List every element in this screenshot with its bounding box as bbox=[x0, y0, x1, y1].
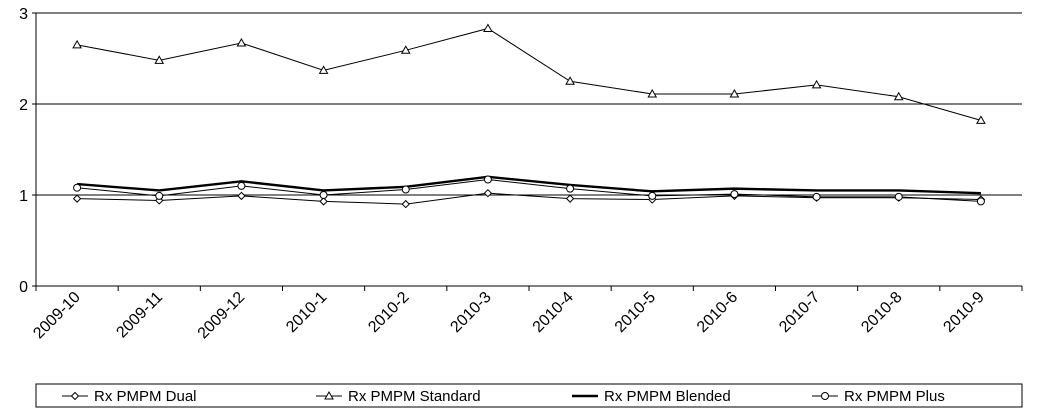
legend-label: Rx PMPM Plus bbox=[844, 388, 945, 405]
circle-marker bbox=[566, 184, 575, 193]
circle-marker bbox=[894, 192, 903, 201]
diamond-marker bbox=[565, 194, 575, 203]
x-tick-label: 2010-3 bbox=[447, 289, 494, 336]
x-tick-label: 2010-9 bbox=[940, 289, 987, 336]
triangle-marker bbox=[400, 45, 411, 54]
series-rx-pmpm-standard bbox=[72, 23, 986, 124]
circle-marker bbox=[401, 185, 410, 194]
circle-marker bbox=[976, 197, 985, 206]
diamond-marker bbox=[483, 188, 493, 198]
triangle-marker bbox=[154, 55, 165, 64]
legend-entry: Rx PMPM Standard bbox=[316, 388, 481, 405]
x-tick-label: 2010-4 bbox=[530, 289, 577, 336]
series-rx-pmpm-plus bbox=[73, 175, 985, 206]
y-tick-label: 0 bbox=[19, 279, 28, 296]
triangle-marker bbox=[72, 39, 82, 49]
series-line bbox=[76, 175, 981, 195]
legend-box bbox=[35, 383, 1023, 408]
legend-entry: Rx PMPM Blended bbox=[572, 388, 731, 405]
diamond-marker bbox=[319, 197, 328, 206]
triangle-marker bbox=[893, 91, 904, 101]
circle-marker bbox=[730, 190, 739, 199]
triangle-marker bbox=[647, 88, 658, 98]
diamond-marker bbox=[401, 199, 410, 209]
x-tick-label: 2009-10 bbox=[30, 289, 84, 343]
x-tick-label: 2010-6 bbox=[694, 289, 741, 336]
diamond-marker bbox=[237, 191, 246, 201]
triangle-marker bbox=[318, 65, 329, 74]
x-tick-label: 2010-5 bbox=[612, 289, 659, 336]
triangle-marker bbox=[811, 79, 822, 89]
x-tick-label: 2009-12 bbox=[195, 289, 249, 343]
series-rx-pmpm-blended bbox=[76, 175, 981, 195]
circle-marker bbox=[155, 191, 164, 200]
series-group bbox=[72, 23, 986, 209]
y-axis-ticks: 0 1 2 3 bbox=[19, 6, 28, 296]
legend-label: Rx PMPM Blended bbox=[604, 388, 731, 405]
legend-label: Rx PMPM Dual bbox=[94, 388, 197, 405]
triangle-marker bbox=[324, 390, 334, 400]
series-line bbox=[77, 192, 981, 205]
circle-marker bbox=[237, 181, 246, 190]
y-tick-label: 1 bbox=[19, 188, 28, 205]
circle-marker bbox=[73, 183, 82, 192]
circle-marker bbox=[812, 192, 821, 201]
legend-entry: Rx PMPM Dual bbox=[62, 388, 197, 405]
triangle-marker bbox=[976, 115, 986, 124]
y-tick-label: 3 bbox=[19, 6, 28, 23]
x-tick-label: 2010-8 bbox=[858, 289, 905, 336]
gridlines bbox=[36, 12, 1022, 196]
diamond-marker bbox=[72, 194, 82, 203]
circle-marker bbox=[483, 175, 492, 184]
circle-marker bbox=[648, 191, 657, 200]
diamond-marker bbox=[70, 391, 80, 401]
y-tick-label: 2 bbox=[19, 97, 28, 114]
triangle-marker bbox=[729, 88, 740, 98]
series-line bbox=[77, 179, 981, 202]
axes bbox=[32, 12, 1023, 291]
legend-entry: Rx PMPM Plus bbox=[812, 388, 945, 405]
series-rx-pmpm-dual bbox=[72, 188, 986, 209]
triangle-marker bbox=[565, 76, 575, 85]
circle-marker bbox=[319, 191, 328, 199]
legend: Rx PMPM Dual Rx PMPM Standard Rx PMPM Blen… bbox=[35, 383, 1023, 408]
x-axis-ticks: 2009-10 2009-11 2009-12 2010-1 2010-2 2010-3 2… bbox=[30, 289, 987, 343]
x-tick-label: 2009-11 bbox=[113, 289, 166, 342]
x-tick-label: 2010-1 bbox=[283, 289, 330, 336]
triangle-marker bbox=[483, 23, 493, 32]
series-line bbox=[76, 27, 982, 121]
x-tick-label: 2010-7 bbox=[776, 289, 823, 336]
x-tick-label: 2010-2 bbox=[365, 289, 412, 336]
triangle-marker bbox=[236, 38, 247, 47]
circle-marker bbox=[821, 392, 829, 400]
legend-label: Rx PMPM Standard bbox=[348, 388, 481, 405]
